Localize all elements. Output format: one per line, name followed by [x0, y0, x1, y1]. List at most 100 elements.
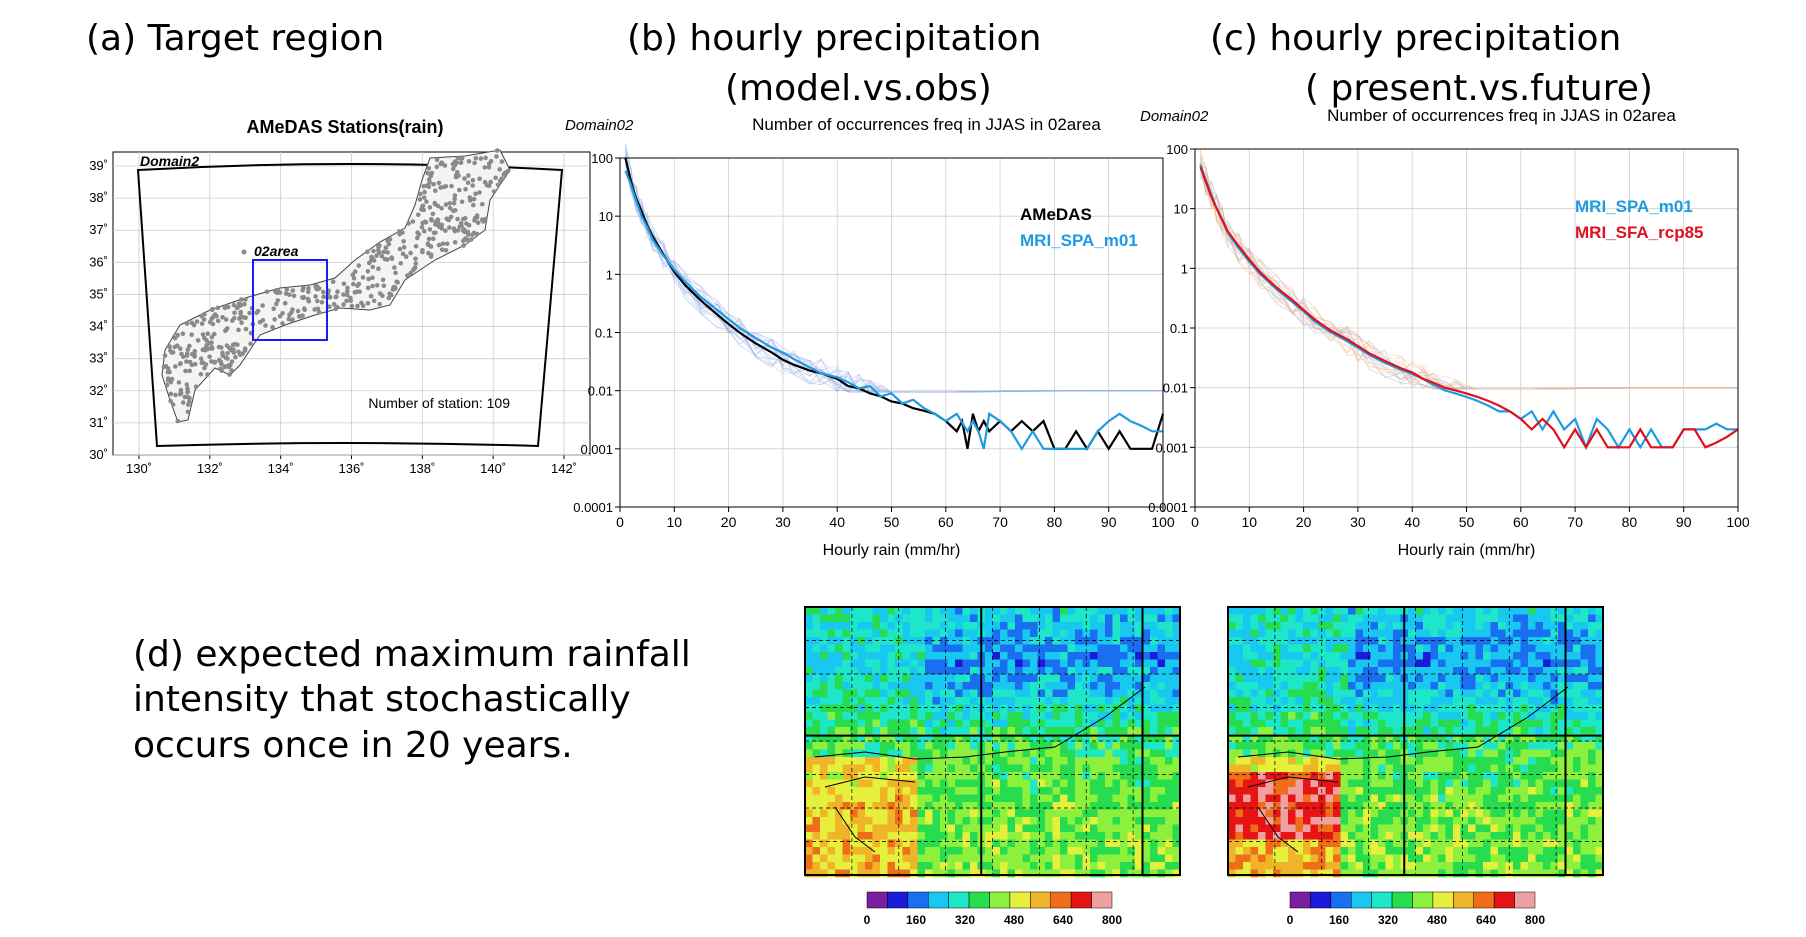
heatmap-cell [1348, 795, 1356, 803]
heatmap-cell [1543, 780, 1551, 788]
heatmap-cell [1258, 795, 1266, 803]
station-dot [173, 345, 178, 350]
heatmap-cell [1581, 742, 1589, 750]
heatmap-cell [1341, 630, 1349, 638]
heatmap-cell [940, 750, 948, 758]
heatmap-cell [1363, 795, 1371, 803]
heatmap-cell [1333, 652, 1341, 660]
heatmap-cell [1266, 810, 1274, 818]
heatmap-cell [1311, 787, 1319, 795]
heatmap-cell [1438, 825, 1446, 833]
heatmap-cell [925, 630, 933, 638]
station-dot [244, 327, 249, 332]
heatmap-cell [1483, 802, 1491, 810]
station-dot [348, 296, 353, 301]
heatmap-cell [1521, 810, 1529, 818]
heatmap-cell [1476, 637, 1484, 645]
heatmap-cell [1491, 705, 1499, 713]
heatmap-cell [1378, 742, 1386, 750]
heatmap-cell [1266, 787, 1274, 795]
heatmap-cell [1228, 825, 1236, 833]
heatmap-cell [910, 765, 918, 773]
heatmap-cell [1326, 667, 1334, 675]
heatmap-cell [1236, 697, 1244, 705]
heatmap-cell [940, 607, 948, 615]
heatmap-cell [1408, 780, 1416, 788]
station-dot [464, 221, 469, 226]
heatmap-cell [1393, 697, 1401, 705]
heatmap-cell [1243, 795, 1251, 803]
heatmap-cell [985, 667, 993, 675]
heatmap-cell [1296, 660, 1304, 668]
heatmap-cell [1143, 795, 1151, 803]
heatmap-cell [1113, 622, 1121, 630]
heatmap-cell [1251, 682, 1259, 690]
colorbar-tick-label: 480 [1427, 913, 1447, 927]
heatmap-cell [1423, 607, 1431, 615]
heatmap-cell [1105, 757, 1113, 765]
heatmap-cell [1513, 622, 1521, 630]
heatmap-cell [918, 840, 926, 848]
heatmap-cell [1521, 637, 1529, 645]
heatmap-cell [880, 795, 888, 803]
heatmap-cell [925, 727, 933, 735]
heatmap-cell [1513, 712, 1521, 720]
heatmap-cell [1053, 667, 1061, 675]
heatmap-cell [813, 742, 821, 750]
heatmap-cell [1588, 652, 1596, 660]
heatmap-cell [1498, 690, 1506, 698]
heatmap-cell [1536, 817, 1544, 825]
heatmap-cell [1150, 622, 1158, 630]
station-dot [179, 388, 184, 393]
heatmap-cell [1288, 712, 1296, 720]
heatmap-cell [1378, 720, 1386, 728]
heatmap-cell [1551, 787, 1559, 795]
heatmap-cell [1491, 780, 1499, 788]
station-dot [369, 258, 374, 263]
heatmap-cell [1528, 810, 1536, 818]
heatmap-cell [918, 772, 926, 780]
heatmap-cell [1281, 870, 1289, 878]
heatmap-cell [1378, 615, 1386, 623]
heatmap-cell [835, 870, 843, 878]
heatmap-cell [933, 855, 941, 863]
heatmap-cell [1521, 682, 1529, 690]
heatmap-cell [910, 660, 918, 668]
heatmap-cell [1528, 630, 1536, 638]
heatmap-cell [940, 690, 948, 698]
heatmap-cell [1098, 757, 1106, 765]
heatmap-cell [1521, 705, 1529, 713]
heatmap-cell [850, 870, 858, 878]
heatmap-cell [805, 787, 813, 795]
heatmap-cell [903, 772, 911, 780]
heatmap-cell [1266, 772, 1274, 780]
heatmap-cell [805, 645, 813, 653]
heatmap-cell [1378, 825, 1386, 833]
heatmap-cell [1075, 630, 1083, 638]
heatmap-cell [1030, 817, 1038, 825]
heatmap-cell [1573, 607, 1581, 615]
heatmap-cell [1326, 712, 1334, 720]
heatmap-cell [880, 787, 888, 795]
heatmap-cell [805, 810, 813, 818]
heatmap-cell [873, 697, 881, 705]
heatmap-cell [1431, 607, 1439, 615]
heatmap-cell [1038, 750, 1046, 758]
heatmap-cell [1273, 817, 1281, 825]
heatmap-cell [1236, 645, 1244, 653]
colorbar-swatch [949, 892, 969, 908]
heatmap-cell [1588, 750, 1596, 758]
heatmap-cell [1158, 682, 1166, 690]
station-dot [247, 311, 252, 316]
heatmap-cell [1386, 652, 1394, 660]
heatmap-cell [1498, 667, 1506, 675]
heatmap-cell [1113, 630, 1121, 638]
heatmap-cell [1551, 682, 1559, 690]
heatmap-cell [970, 772, 978, 780]
heatmap-cell [1228, 727, 1236, 735]
heatmap-cell [1498, 795, 1506, 803]
heatmap-cell [1296, 652, 1304, 660]
heatmap-cell [1105, 795, 1113, 803]
heatmap-cell [1105, 615, 1113, 623]
heatmap-cell [1491, 652, 1499, 660]
